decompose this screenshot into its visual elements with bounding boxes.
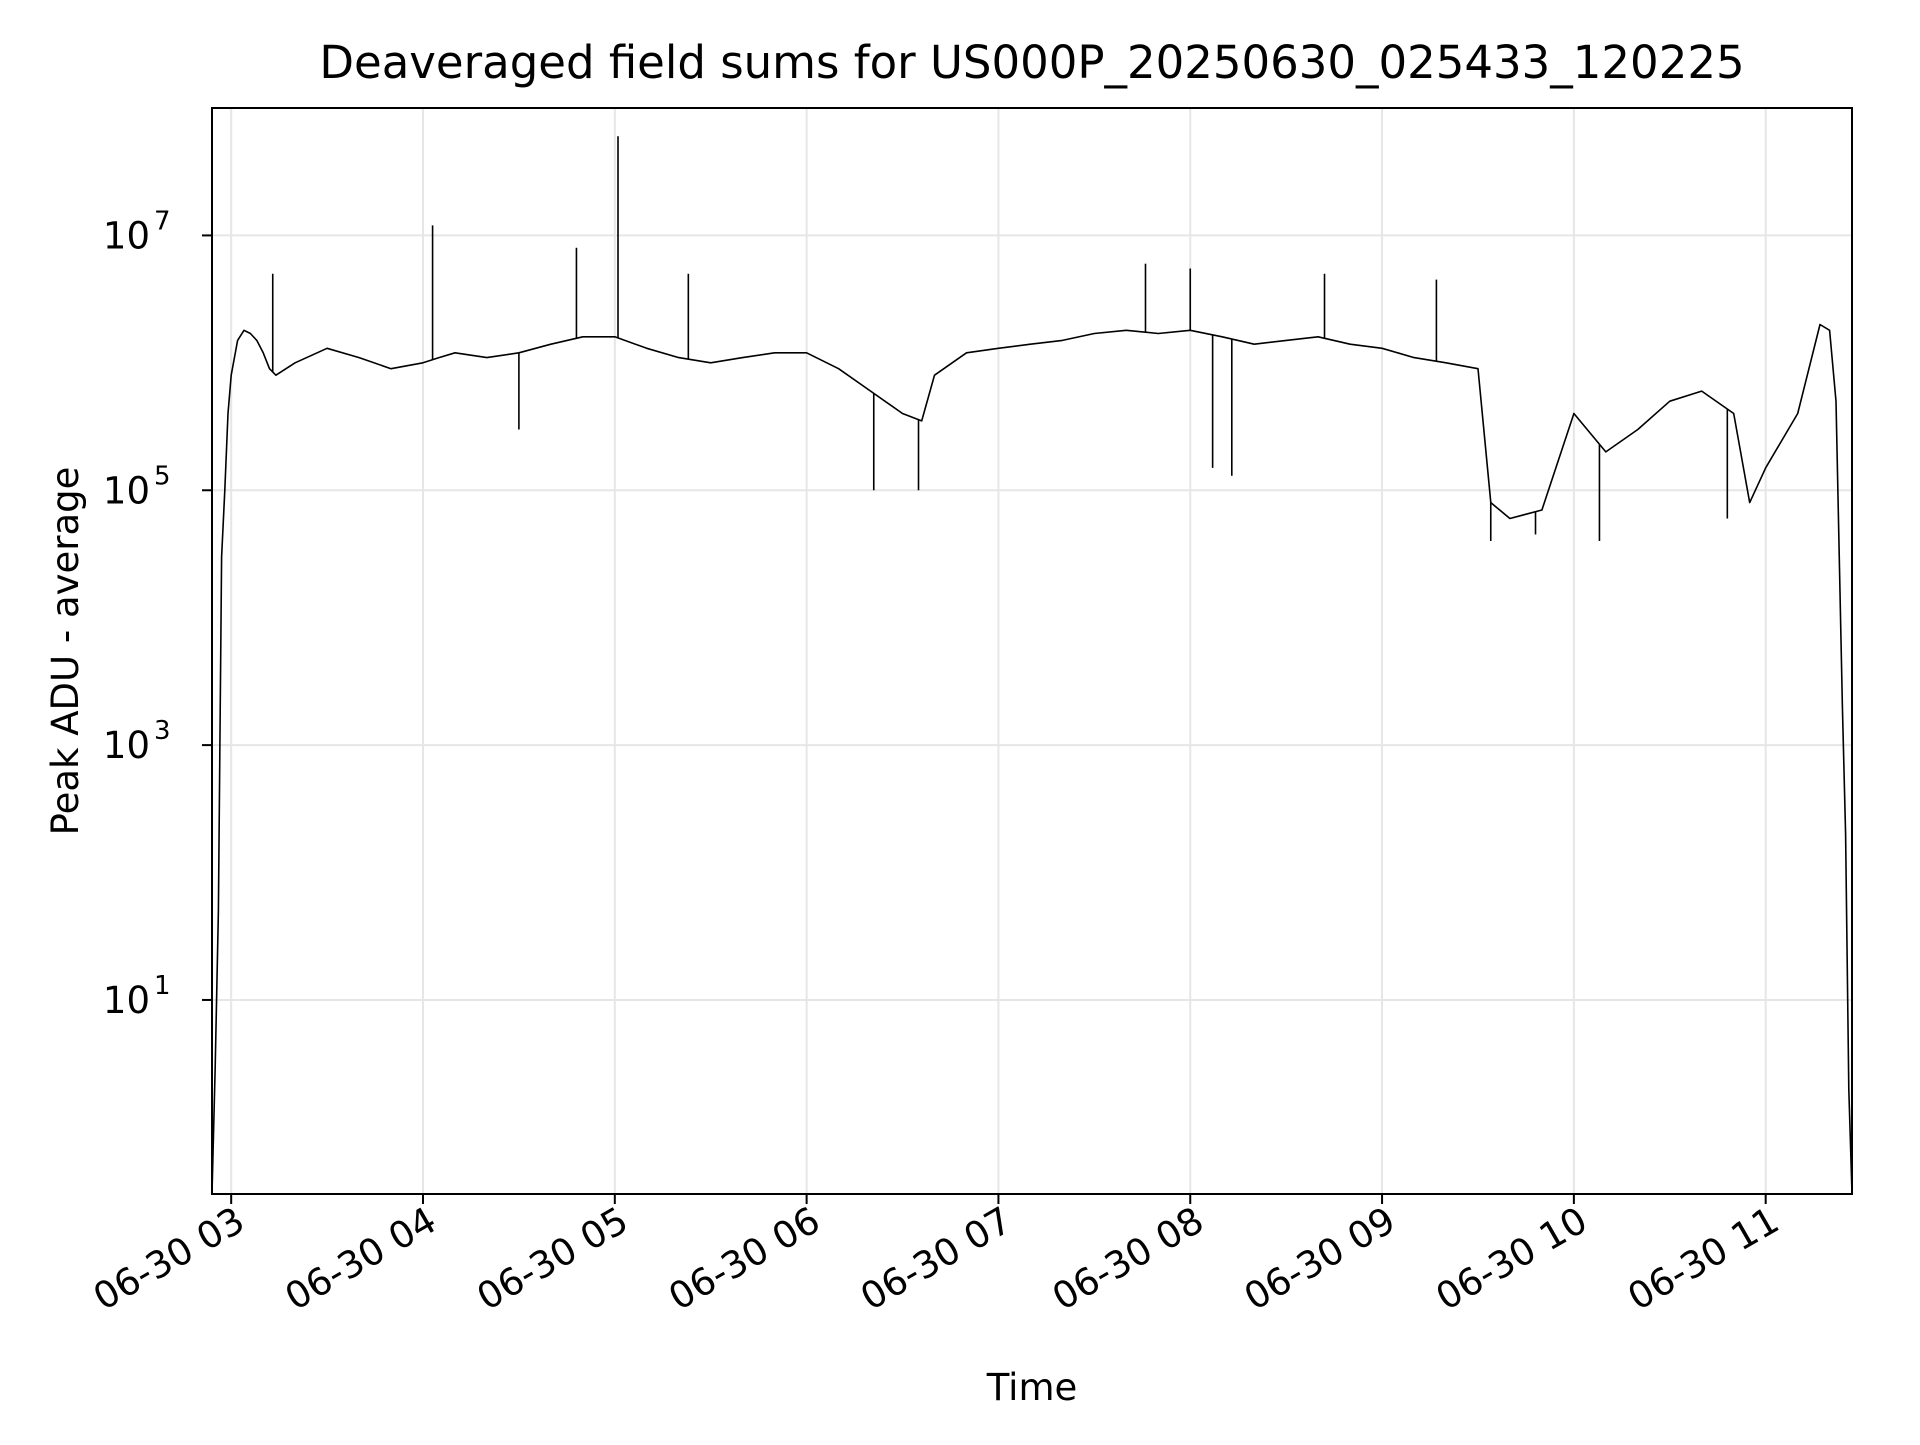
y-tick-label: 10 7	[103, 206, 171, 257]
y-tick-base: 10	[103, 979, 150, 1022]
y-axis-title: Peak ADU - average	[44, 467, 87, 836]
plot-frame	[211, 107, 1853, 1195]
y-tick-label: 10 3	[103, 716, 171, 767]
y-tick-exponent: 3	[154, 716, 171, 746]
y-tick-exponent: 1	[154, 971, 171, 1001]
chart-title: Deaveraged field sums for US000P_2025063…	[319, 36, 1744, 89]
y-tick-label: 10 1	[103, 971, 171, 1022]
series-line	[212, 323, 1852, 1194]
data-layer	[212, 136, 1852, 1194]
y-tick-exponent: 7	[154, 206, 171, 236]
y-tick-label: 10 5	[103, 461, 171, 512]
y-tick-base: 10	[103, 724, 150, 767]
y-tick-exponent: 5	[154, 461, 171, 491]
x-axis-title: Time	[986, 1366, 1078, 1409]
grid-lines	[212, 108, 1852, 1194]
y-tick-base: 10	[103, 214, 150, 257]
y-tick-base: 10	[103, 469, 150, 512]
